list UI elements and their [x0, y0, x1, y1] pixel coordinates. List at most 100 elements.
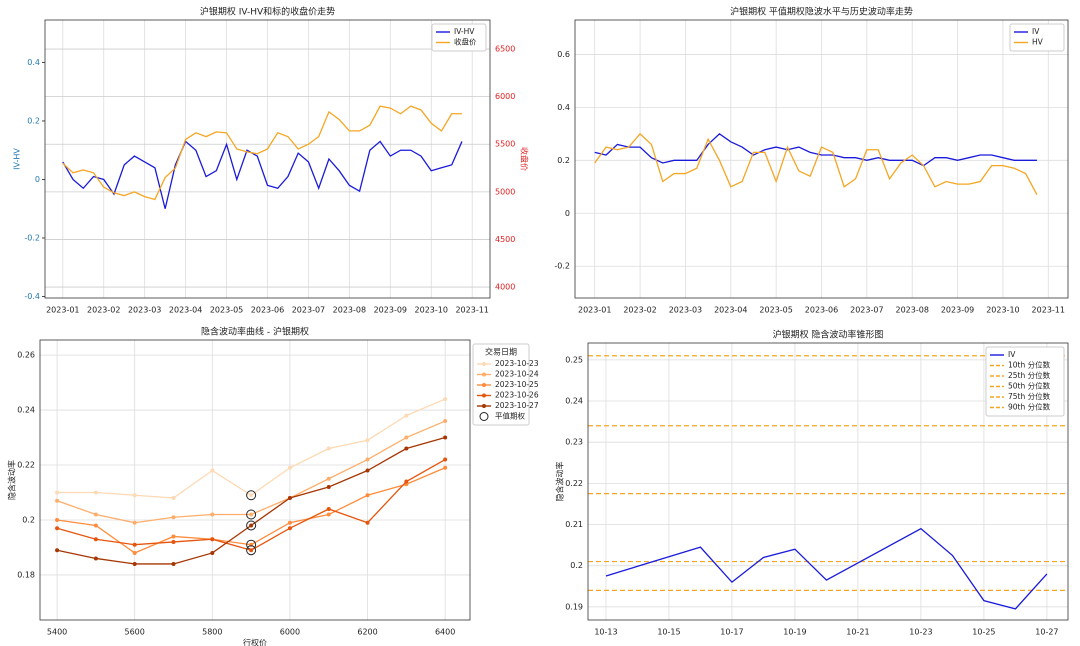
- atm-marker: [246, 490, 257, 501]
- series-line: [594, 133, 1037, 167]
- x-tick-label: 2023-09: [374, 306, 407, 315]
- series-line: [62, 105, 462, 201]
- legend-marker: [482, 393, 486, 398]
- data-point: [132, 520, 137, 525]
- y-tick-label: 0.24: [565, 397, 583, 406]
- data-point: [287, 465, 292, 470]
- plot-frame: [44, 19, 491, 299]
- legend-marker: [482, 404, 486, 408]
- data-point: [171, 534, 176, 539]
- x-tick-label: 10-25: [972, 628, 995, 637]
- y-tick-label: 0.25: [565, 355, 583, 364]
- x-tick-label: 2023-06: [805, 306, 838, 315]
- atm-marker: [246, 509, 257, 520]
- x-tick-label: 2023-04: [714, 306, 747, 315]
- data-point: [249, 548, 254, 553]
- data-point: [55, 526, 60, 531]
- chart-title: 隐含波动率曲线 - 沪银期权: [201, 326, 309, 338]
- plot-frame: [39, 339, 471, 621]
- data-point: [210, 468, 215, 473]
- x-tick-label: 10-19: [783, 628, 806, 637]
- y2-tick-label: 6500: [495, 45, 515, 54]
- series-line: [605, 527, 1048, 610]
- data-point: [326, 446, 331, 451]
- legend-marker: [482, 372, 486, 377]
- legend-label: 90th 分位数: [1008, 402, 1051, 412]
- data-point: [210, 512, 215, 517]
- data-point: [443, 435, 448, 440]
- data-point: [132, 493, 137, 498]
- y-tick-label: 0.4: [557, 103, 570, 112]
- data-point: [171, 561, 176, 566]
- y2-tick-label: 4500: [495, 235, 515, 244]
- legend-title: 交易日期: [485, 347, 517, 357]
- atm-marker: [246, 545, 257, 556]
- x-tick-label: 2023-08: [895, 306, 928, 315]
- y-tick-label: 0.2: [557, 156, 570, 165]
- x-tick-label: 2023-10: [415, 306, 448, 315]
- legend-label: 2023-10-27: [495, 401, 539, 410]
- x-tick-label: 6000: [280, 628, 300, 637]
- y2-tick-label: 5000: [495, 187, 515, 196]
- legend-label: 50th 分位数: [1008, 381, 1051, 391]
- x-tick-label: 10-17: [720, 628, 743, 637]
- x-tick-label: 2023-08: [333, 306, 366, 315]
- legend-box: [1009, 23, 1065, 52]
- y-tick-label: 0.2: [27, 116, 40, 125]
- data-point: [93, 556, 98, 561]
- y-tick-label: 0.2: [22, 515, 35, 524]
- y-tick-label: -0.4: [24, 292, 40, 301]
- legend-label: IV: [1032, 27, 1040, 36]
- y2-tick-label: 5500: [495, 140, 515, 149]
- data-point: [365, 493, 370, 498]
- legend-label: 75th 分位数: [1008, 391, 1051, 401]
- legend-label: 收盘价: [454, 37, 477, 47]
- plot-frame: [587, 342, 1069, 621]
- legend-box: [985, 346, 1065, 417]
- data-point: [210, 550, 215, 555]
- x-tick-label: 2023-01: [46, 306, 79, 315]
- x-tick-label: 10-13: [594, 628, 617, 637]
- data-point: [365, 520, 370, 525]
- data-point: [287, 495, 292, 500]
- data-point: [93, 490, 98, 495]
- data-point: [171, 515, 176, 520]
- y-tick-label: 0.19: [565, 602, 583, 611]
- data-point: [443, 419, 448, 424]
- y-tick-label: 0.6: [557, 50, 570, 59]
- legend-label: 25th 分位数: [1008, 370, 1051, 380]
- series-line: [62, 140, 463, 209]
- series-line: [56, 458, 446, 551]
- y-tick-label: 0.22: [565, 479, 583, 488]
- y-axis-label: IV-HV: [13, 148, 22, 170]
- data-point: [55, 517, 60, 522]
- data-point: [365, 457, 370, 462]
- legend-marker: [482, 383, 486, 387]
- series-line: [594, 132, 1038, 196]
- y-tick-label: 0.4: [27, 58, 40, 67]
- chart-title: 沪银期权 隐含波动率锥形图: [773, 329, 884, 341]
- legend-label: IV: [1008, 350, 1016, 359]
- legend: IV HV: [1009, 23, 1065, 52]
- chart-title: 沪银期权 平值期权隐波水平与历史波动率走势: [730, 6, 913, 18]
- data-point: [404, 479, 409, 484]
- x-axis-label: 行权价: [243, 638, 267, 646]
- data-point: [210, 537, 215, 542]
- data-point: [365, 438, 370, 443]
- legend-label: 2023-10-24: [495, 370, 539, 379]
- series-line: [56, 420, 446, 524]
- y-axis-label: 隐含波动率: [7, 460, 17, 500]
- legend-label: 2023-10-26: [495, 391, 539, 400]
- x-tick-label: 2023-09: [941, 306, 974, 315]
- data-point: [443, 457, 448, 462]
- y-tick-label: 0.21: [565, 520, 583, 529]
- y-tick-label: 0.22: [17, 461, 35, 470]
- x-tick-label: 2023-01: [578, 306, 611, 315]
- x-tick-label: 6400: [435, 628, 455, 637]
- y-tick-label: 0.18: [17, 570, 35, 579]
- x-tick-label: 5600: [125, 628, 145, 637]
- x-tick-label: 10-23: [909, 628, 932, 637]
